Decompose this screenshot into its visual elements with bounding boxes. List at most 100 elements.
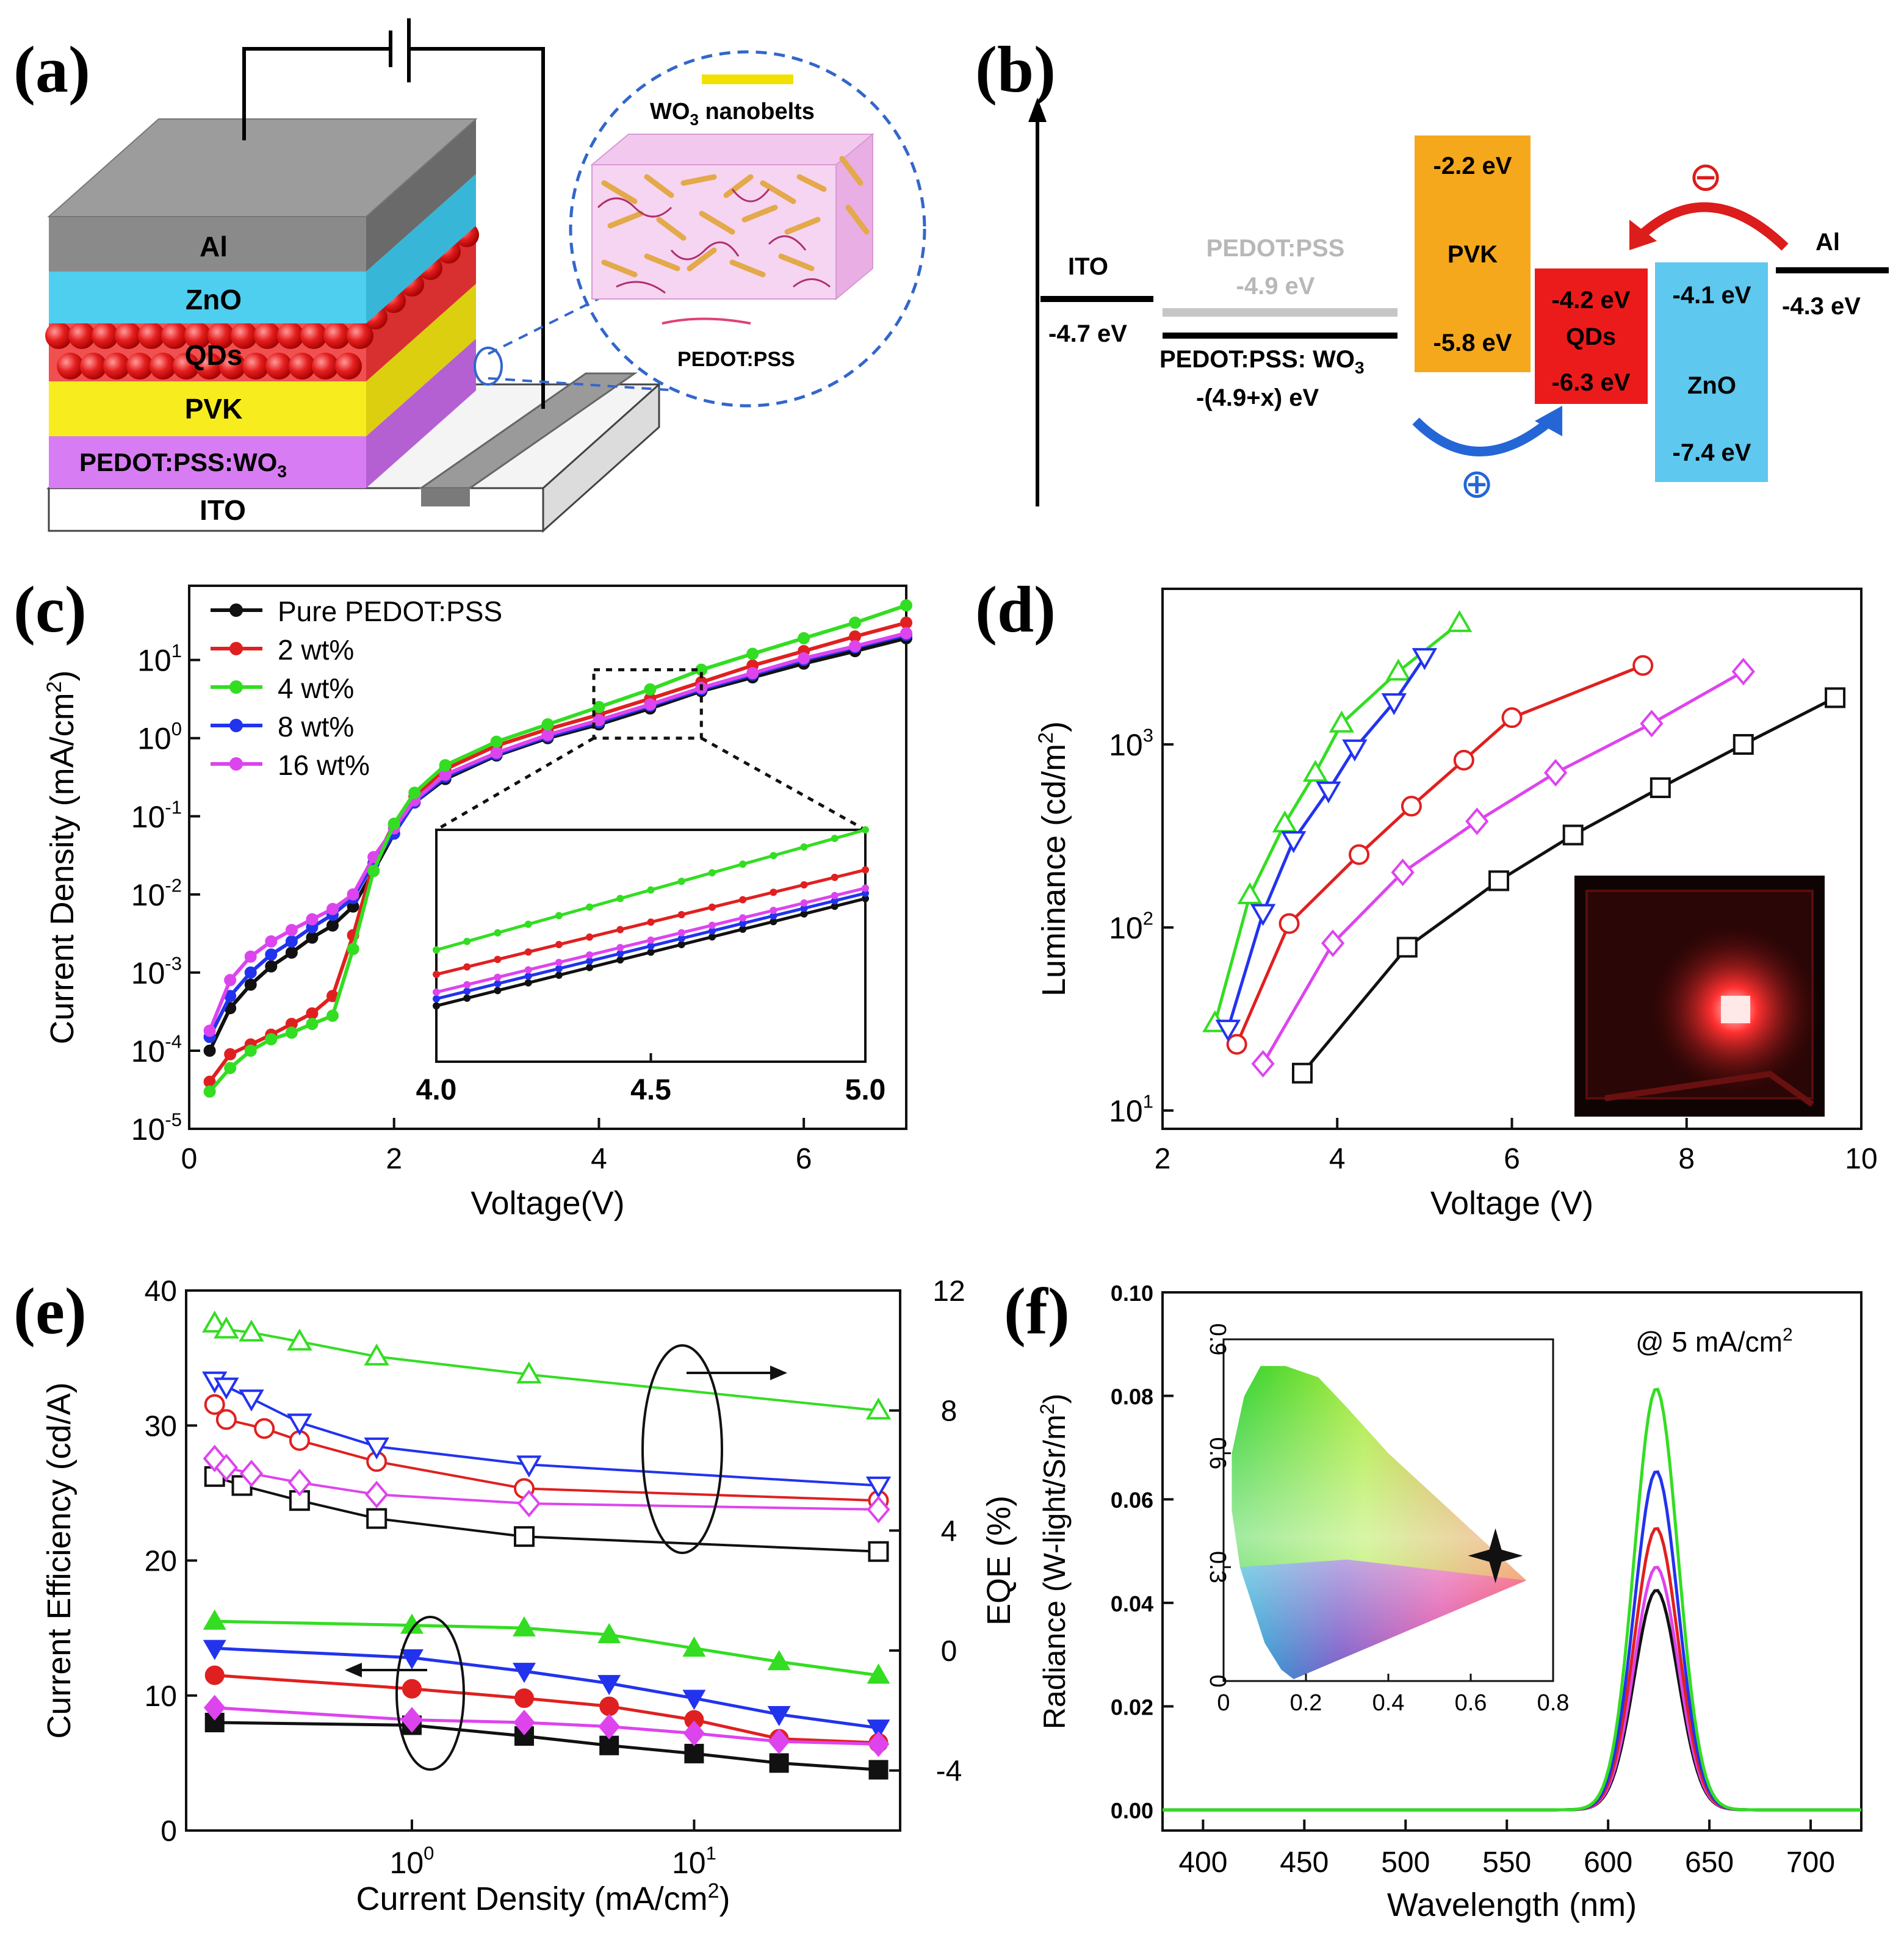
qd-sphere — [335, 353, 362, 380]
data-point — [265, 948, 278, 961]
qd-sphere — [265, 353, 292, 380]
y-tick-label: 100 — [137, 718, 182, 756]
panel-a-label: (a) — [13, 34, 90, 106]
cie-x-tick-label: 0.2 — [1290, 1690, 1322, 1716]
x-axis-label: Voltage(V) — [471, 1185, 624, 1222]
inset-point — [524, 972, 532, 980]
data-point — [244, 966, 257, 979]
ito-label: ITO — [1068, 253, 1108, 280]
plot-f: 400 450 500 550 600 650 700 0.00 0.02 0.04 0.06 0.0… — [1036, 1281, 1863, 1923]
inset-point — [677, 877, 685, 885]
data-point — [1215, 1020, 1241, 1042]
efficiency-point — [867, 1731, 890, 1757]
data-point — [285, 924, 298, 937]
data-point — [1278, 913, 1300, 934]
data-point — [1640, 710, 1664, 738]
data-point — [203, 1085, 216, 1098]
x-axis-label: Voltage (V) — [1430, 1185, 1593, 1222]
data-point — [203, 1024, 216, 1037]
qd-sphere — [312, 353, 339, 380]
data-point — [1650, 777, 1671, 798]
inset-point — [524, 979, 532, 987]
data-point — [1488, 870, 1510, 891]
qd-sphere — [150, 353, 176, 380]
cie-x-tick-label: 0.8 — [1537, 1690, 1570, 1716]
y2-tick-label: 12 — [932, 1275, 965, 1308]
data-point — [1396, 937, 1418, 958]
eqe-point — [364, 1437, 389, 1460]
eqe-point — [287, 1469, 312, 1497]
data-point — [265, 1033, 278, 1046]
data-point — [490, 735, 503, 748]
inset-point — [494, 987, 502, 995]
y-tick-label: 0.02 — [1111, 1694, 1153, 1719]
y2-tick-label: 8 — [941, 1395, 957, 1428]
data-point — [306, 931, 319, 944]
efficiency-point — [683, 1720, 705, 1746]
y-tick-label: 103 — [1109, 725, 1153, 763]
inset-point — [586, 963, 594, 971]
eqe-point — [867, 1496, 890, 1524]
y-tick-label: 40 — [145, 1275, 177, 1308]
nanobelt — [656, 217, 687, 241]
efficiency-point — [400, 1649, 424, 1670]
inset-point — [494, 980, 502, 988]
qds-label: QDs — [1566, 323, 1616, 350]
inset-point — [831, 897, 838, 905]
data-point — [1272, 810, 1298, 833]
data-point — [644, 698, 657, 711]
data-point — [1733, 734, 1754, 755]
device-pixel — [1721, 996, 1750, 1023]
inset-point — [739, 920, 747, 927]
eqe-point — [239, 1460, 264, 1488]
pvk-homo: -5.8 eV — [1433, 329, 1512, 356]
inset-point — [616, 949, 624, 957]
inset-point — [647, 948, 655, 956]
data-point — [1321, 929, 1345, 957]
nanobelt — [729, 259, 766, 278]
x-tick-label: 500 — [1381, 1846, 1430, 1879]
nanobelt — [784, 217, 821, 235]
nanobelt — [778, 253, 815, 272]
data-point — [285, 946, 298, 959]
eqe-point — [214, 1377, 239, 1400]
data-point — [900, 616, 912, 629]
qds-lumo: -4.2 eV — [1552, 287, 1631, 314]
y-tick-label: 0.00 — [1111, 1798, 1153, 1823]
eqe-point — [865, 1397, 892, 1420]
qd-sphere — [300, 322, 327, 349]
data-point — [900, 627, 912, 639]
efficiency-point — [203, 1694, 226, 1721]
inset-point — [831, 891, 838, 899]
nanobelt — [760, 180, 796, 204]
efficiency-point — [513, 1663, 536, 1683]
layer-al — [47, 118, 478, 272]
eqe-point — [287, 1413, 312, 1436]
eqe-point — [254, 1418, 275, 1439]
inset-point — [555, 912, 563, 920]
eqe-line-0 — [214, 1475, 879, 1553]
panel-d: (d) 2 4 6 8 10 101 102 103 Voltage (V) Luminance … — [975, 574, 1878, 1222]
data-point — [326, 902, 339, 915]
inset-point — [433, 1002, 440, 1010]
x-tick-label: 400 — [1178, 1846, 1227, 1879]
eqe-line-2 — [214, 1322, 879, 1412]
inset-point — [433, 995, 440, 1003]
inset-point — [555, 965, 563, 973]
y-tick-label: 102 — [1109, 908, 1153, 946]
nanobelt — [601, 180, 638, 204]
plot-c: 0 2 4 6 10-5 10-4 10-3 10-2 10-1 100 101 Voltage(V)… — [43, 585, 912, 1222]
inset-point — [708, 927, 716, 935]
eqe-point — [215, 1409, 237, 1430]
pvk-lumo: -2.2 eV — [1433, 153, 1512, 179]
panel-f-label: (f) — [1004, 1275, 1070, 1348]
efficiency-point — [768, 1728, 790, 1755]
data-point — [1731, 658, 1755, 686]
qd-sphere — [45, 322, 72, 349]
pedot-wo3-label: PEDOT:PSS: WO3 — [1159, 346, 1365, 377]
hole-symbol: ⊕ — [1460, 461, 1493, 506]
panel-e-label: (e) — [13, 1275, 87, 1348]
qd-sphere — [289, 353, 316, 380]
zoom-box — [592, 668, 703, 740]
